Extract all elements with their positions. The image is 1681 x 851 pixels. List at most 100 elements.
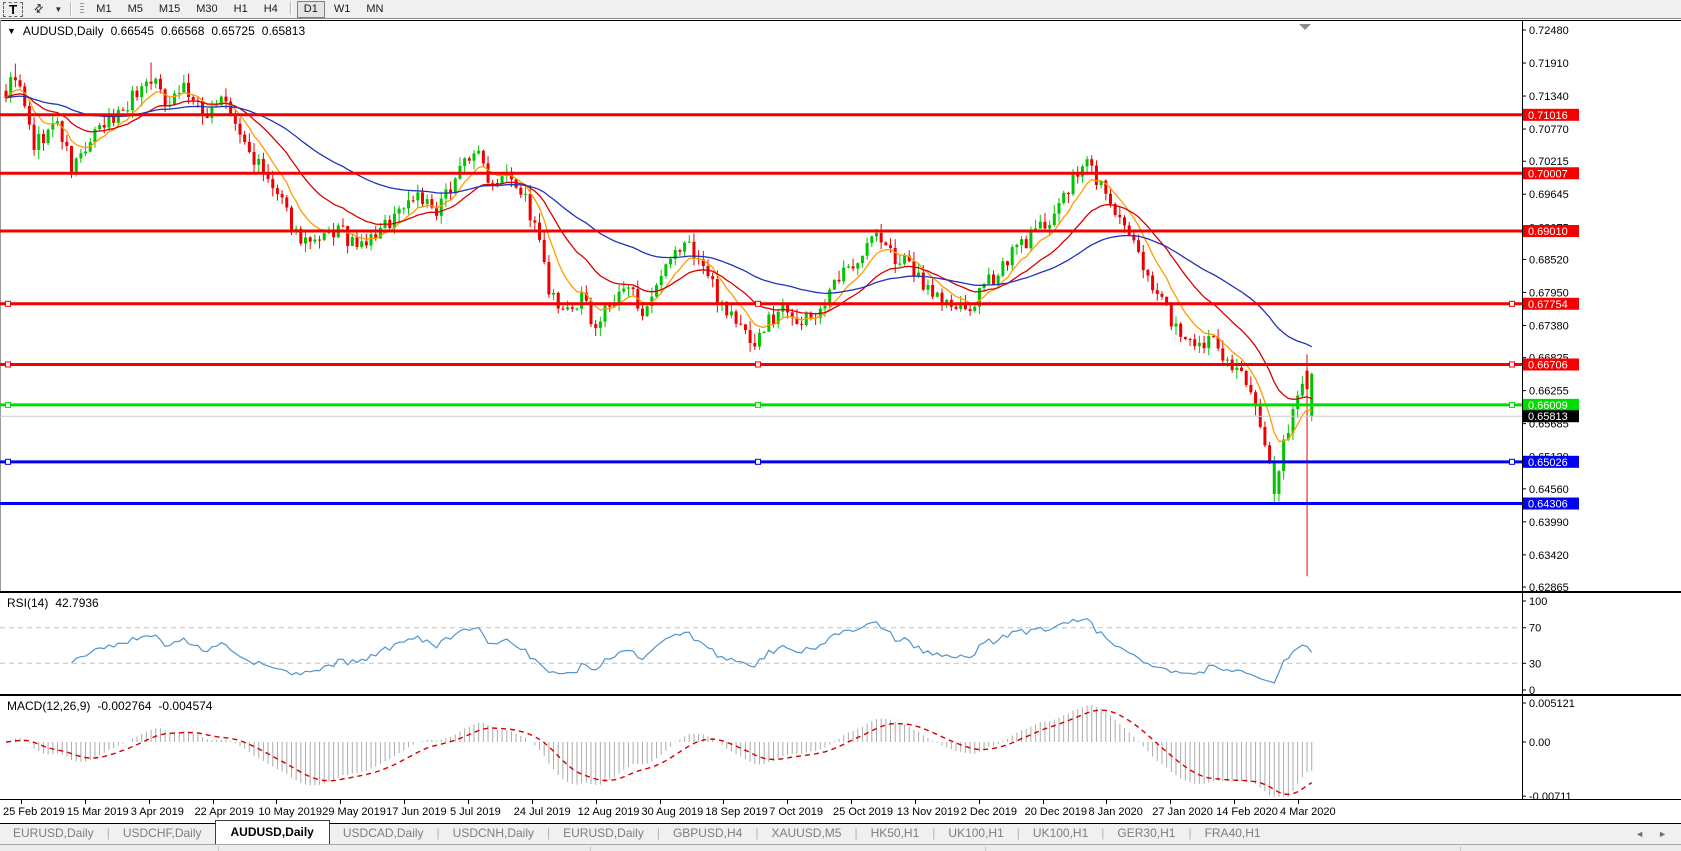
chart-tab-hk50-h1[interactable]: HK50,H1 [870, 826, 920, 840]
svg-text:0.65026: 0.65026 [1528, 457, 1568, 469]
price-axis-tick: 0.72480 [1529, 25, 1569, 37]
date-tick [595, 800, 597, 804]
macd-name: MACD(12,26,9) [7, 699, 91, 713]
date-tick [1106, 800, 1108, 804]
date-label: 27 Jan 2020 [1152, 806, 1213, 818]
rsi-line [71, 617, 1313, 684]
tab-separator: | [1101, 826, 1105, 840]
text-tool-button[interactable]: T [3, 1, 24, 17]
price-label-box: 0.66009 [1523, 398, 1579, 412]
date-label: 30 Aug 2019 [641, 806, 704, 818]
date-label: 5 Jul 2019 [449, 806, 501, 818]
timeframe-button-m5[interactable]: M5 [127, 2, 143, 15]
timeframe-button-m1[interactable]: M1 [96, 2, 112, 15]
line-handle[interactable] [5, 458, 11, 465]
chart-tab-usdcnh-daily[interactable]: USDCNH,Daily [452, 826, 535, 840]
tab-separator: | [106, 826, 110, 840]
price-axis-tick: 0.63990 [1529, 517, 1569, 529]
price-axis-tick: 0.66255 [1529, 386, 1569, 398]
chart-tab-eurusd-daily[interactable]: EURUSD,Daily [563, 826, 644, 840]
tab-separator: | [436, 826, 440, 840]
price-axis-tick: 0.68520 [1529, 254, 1569, 266]
price-label-box: 0.69010 [1523, 225, 1579, 238]
timeframe-button-d1[interactable]: D1 [296, 0, 325, 18]
date-tick [276, 800, 278, 804]
line-handle[interactable] [5, 361, 11, 368]
tab-scroll-left-icon[interactable]: ◄ [1635, 829, 1645, 839]
price-label-box: 0.66706 [1523, 358, 1579, 371]
toolbar-separator [289, 0, 292, 15]
svg-text:0.66009: 0.66009 [1528, 400, 1568, 412]
date-tick [659, 800, 661, 804]
timeframe-button-h1[interactable]: H1 [233, 2, 248, 15]
chart-tab-gbpusd-h4[interactable]: GBPUSD,H4 [672, 826, 743, 840]
timeframe-button-w1[interactable]: W1 [333, 2, 351, 15]
crosshair-arrows-icon[interactable]: ⇅ [30, 1, 46, 17]
line-handle[interactable] [755, 401, 761, 408]
chart-tab-fra40-h1[interactable]: FRA40,H1 [1204, 826, 1261, 840]
timeframe-button-m30[interactable]: M30 [196, 2, 218, 15]
date-label: 8 Jan 2020 [1088, 806, 1143, 818]
date-tick [467, 800, 469, 804]
date-label: 25 Oct 2019 [833, 806, 893, 818]
chart-tab-uk100-h1[interactable]: UK100,H1 [948, 826, 1004, 840]
chart-tab-audusd-daily[interactable]: AUDUSD,Daily [214, 820, 330, 844]
svg-text:0.66706: 0.66706 [1528, 359, 1568, 371]
tab-separator: | [755, 826, 759, 840]
chevron-down-icon[interactable]: ▼ [54, 4, 63, 14]
line-handle[interactable] [1509, 458, 1515, 465]
rsi-indicator-label: RSI(14) 42.7936 [7, 596, 99, 610]
date-tick [787, 800, 789, 804]
chart-shift-marker-icon[interactable] [1299, 24, 1311, 30]
date-label: 25 Feb 2019 [3, 806, 65, 818]
macd-signal-value: -0.004574 [158, 699, 213, 713]
price-chart-panel[interactable]: 0.72480 0.71910 0.71340 0.70770 0.70215 0.696… [0, 20, 1681, 592]
date-label: 4 Mar 2020 [1280, 806, 1336, 818]
symbol-dropdown-icon[interactable]: ▼ [7, 26, 16, 36]
chart-tab-ger30-h1[interactable]: GER30,H1 [1117, 826, 1176, 840]
chart-tab-xauusd-m5[interactable]: XAUUSD,M5 [771, 826, 842, 840]
price-label-box: 0.67754 [1523, 297, 1579, 311]
line-handle[interactable] [755, 361, 761, 368]
date-axis[interactable]: 25 Feb 2019 15 Mar 2019 3 Apr 2019 22 Apr 2… [0, 800, 1681, 823]
svg-text:0.71016: 0.71016 [1528, 110, 1568, 122]
timeframe-button-m15[interactable]: M15 [158, 2, 181, 15]
line-handle[interactable] [1509, 300, 1515, 307]
price-axis-tick: 0.62865 [1529, 582, 1569, 592]
macd-histogram [10, 704, 1313, 797]
date-tick [148, 800, 150, 804]
chart-tab-eurusd-daily[interactable]: EURUSD,Daily [13, 826, 94, 840]
line-handle[interactable] [1509, 361, 1515, 368]
tab-scroll-right-icon[interactable]: ► [1658, 829, 1667, 839]
timeframe-button-mn[interactable]: MN [366, 2, 384, 15]
line-handle[interactable] [5, 300, 11, 307]
price-axis-tick: 0.71910 [1529, 58, 1569, 70]
date-tick [212, 800, 214, 804]
moving-average-medium [5, 93, 1312, 400]
chart-tab-usdcad-daily[interactable]: USDCAD,Daily [342, 826, 424, 840]
date-tick [340, 800, 342, 804]
macd-indicator-panel[interactable]: 0.005121 0.00 -0.00711 [0, 695, 1681, 800]
rsi-indicator-panel[interactable]: 100 70 30 0 [0, 592, 1681, 695]
date-label: 22 Apr 2019 [194, 806, 254, 818]
date-tick [1234, 800, 1236, 804]
price-axis-tick: 0.69645 [1529, 189, 1569, 201]
chart-tab-usdchf-daily[interactable]: USDCHF,Daily [122, 826, 202, 840]
line-handle[interactable] [5, 401, 11, 408]
date-label: 24 Jul 2019 [513, 806, 571, 818]
chart-tab-uk100-h1[interactable]: UK100,H1 [1032, 826, 1089, 840]
date-label: 17 Jun 2019 [386, 806, 447, 818]
line-handle[interactable] [755, 300, 761, 307]
tab-separator: | [854, 826, 858, 840]
toolbar-grip[interactable] [80, 3, 85, 15]
date-tick [978, 800, 980, 804]
line-handle[interactable] [1509, 401, 1515, 408]
tab-separator: | [932, 826, 936, 840]
line-handle[interactable] [755, 458, 761, 465]
price-axis-tick: 0.70770 [1529, 124, 1569, 136]
macd-axis-tick: -0.00711 [1529, 791, 1572, 800]
ohlc-low: 0.65725 [211, 24, 255, 38]
tab-separator: | [1016, 826, 1020, 840]
timeframe-button-h4[interactable]: H4 [263, 2, 278, 15]
